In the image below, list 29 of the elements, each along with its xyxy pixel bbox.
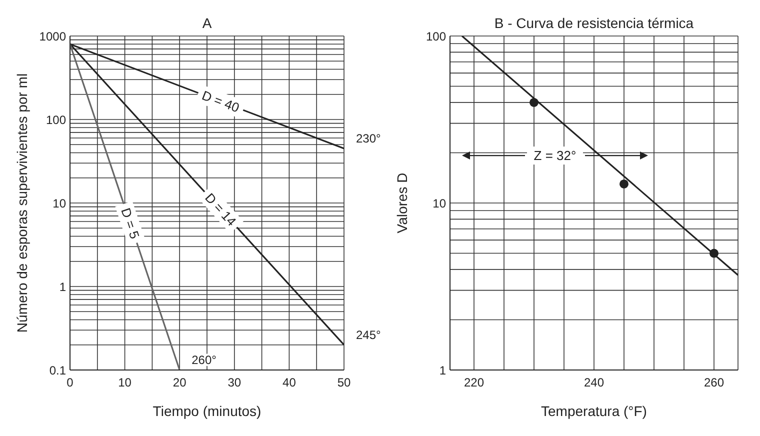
x-tick-label: 0 bbox=[66, 376, 74, 390]
x-tick-label: 50 bbox=[337, 376, 351, 390]
x-tick-label: 20 bbox=[172, 376, 187, 390]
y-tick-label: 0.1 bbox=[49, 363, 66, 378]
y-tick-label: 1 bbox=[59, 280, 66, 294]
x-tick-label: 220 bbox=[464, 376, 484, 390]
y-tick-label: 1 bbox=[439, 363, 446, 378]
x-axis-title: Temperatura (°F) bbox=[541, 403, 647, 419]
series-label: 245° bbox=[356, 328, 382, 342]
chart-title: B - Curva de resistencia térmica bbox=[494, 15, 694, 31]
x-tick-label: 240 bbox=[584, 376, 604, 390]
series-label: 230° bbox=[356, 131, 382, 146]
annotation: D = 40 bbox=[200, 88, 242, 116]
annotation: D = 14 bbox=[202, 190, 240, 229]
annotation: Z = 32° bbox=[534, 148, 576, 164]
x-axis-title: Tiempo (minutos) bbox=[152, 403, 262, 419]
x-tick-label: 40 bbox=[282, 376, 296, 390]
x-tick-label: 30 bbox=[228, 376, 242, 390]
y-axis-title: Valores D bbox=[394, 172, 410, 234]
annotation: D = 5 bbox=[118, 206, 142, 241]
y-tick-label: 100 bbox=[46, 112, 66, 127]
y-tick-label: 100 bbox=[426, 29, 446, 44]
y-tick-label: 10 bbox=[432, 196, 446, 210]
x-tick-label: 260 bbox=[704, 376, 724, 390]
x-tick-label: 10 bbox=[118, 376, 132, 390]
chart-title: A bbox=[202, 15, 212, 31]
y-tick-label: 10 bbox=[52, 196, 66, 210]
y-tick-label: 1000 bbox=[39, 29, 66, 44]
y-axis-title: Número de esporas supervivientes por ml bbox=[14, 73, 30, 333]
